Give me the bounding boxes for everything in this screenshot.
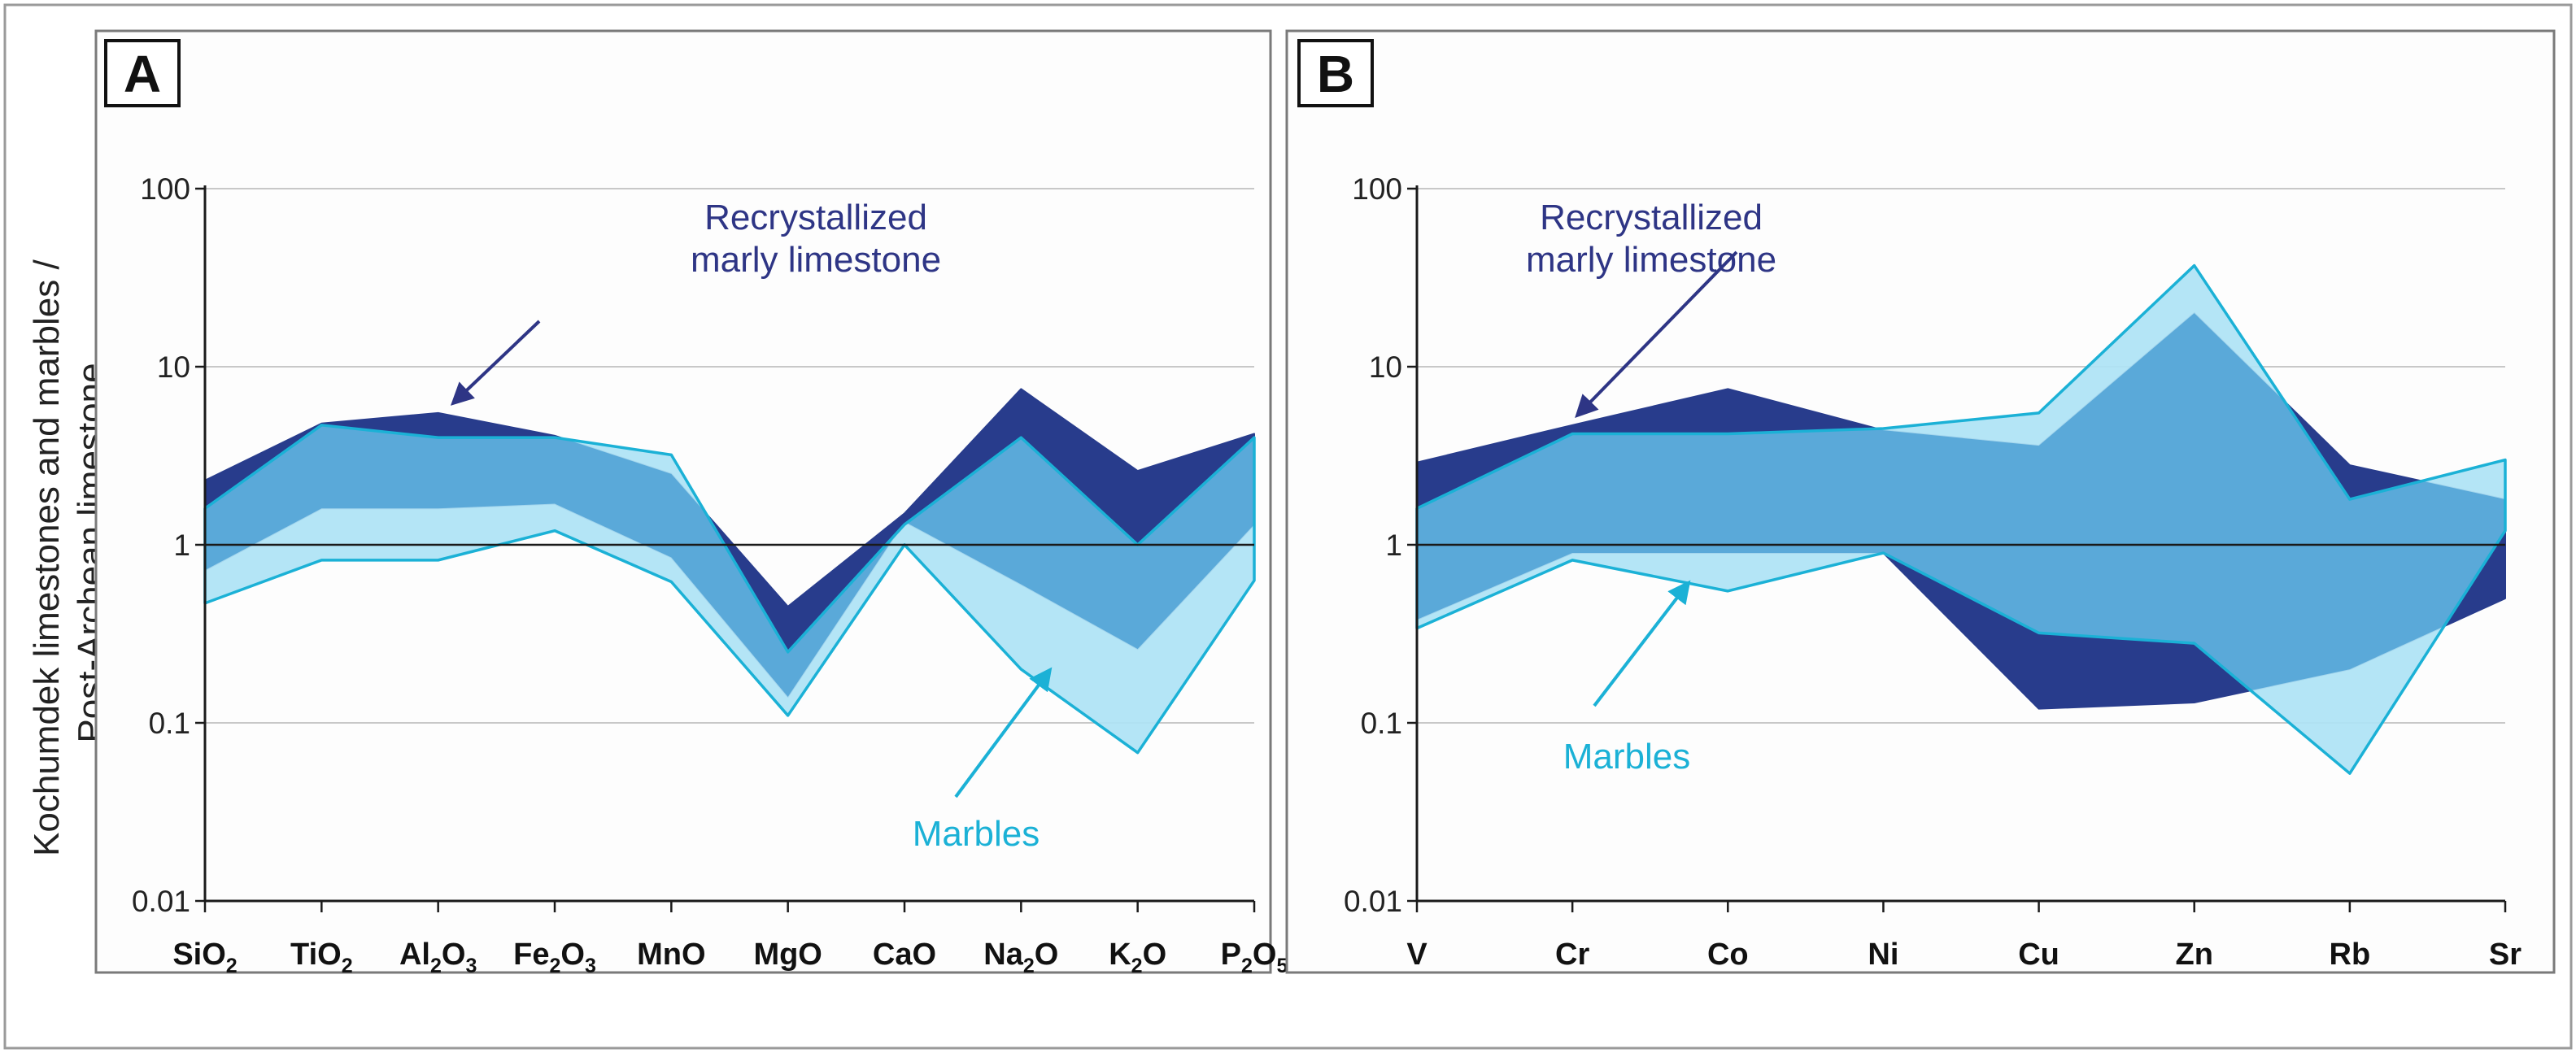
x-tick-label: V [1406, 938, 1427, 972]
x-tick-label-part: Cu [2018, 938, 2059, 972]
x-tick-label-part: Zn [2175, 938, 2212, 972]
y-tick-label: 10 [1369, 350, 1402, 384]
y-axis-label-line1: Kochumdek limestones and marbles / [27, 259, 67, 856]
x-tick-label: Al2O3 [399, 938, 477, 977]
x-tick-label: Rb [2330, 938, 2371, 972]
x-tick-label-part: Ni [1868, 938, 1898, 972]
x-tick-label: SiO2 [172, 938, 237, 977]
y-tick-label: 0.01 [132, 885, 190, 918]
arrow-recrystallized [450, 320, 541, 406]
annotation-line: marly limestone [691, 240, 941, 280]
x-tick-label: TiO2 [290, 938, 353, 977]
annotation-marbles: Marbles [913, 814, 1040, 854]
x-tick-label: P2O5 [1221, 938, 1288, 977]
x-tick-label-part: O [1035, 938, 1059, 972]
x-tick-label: Sr [2489, 938, 2522, 972]
y-tick-label: 100 [140, 172, 190, 206]
x-tick-label: Fe2O3 [513, 938, 596, 977]
x-tick-label-part: TiO [290, 938, 342, 972]
x-tick-label: MnO [637, 938, 705, 972]
area-overlap [1417, 313, 2505, 709]
annotation-line: marly limestone [1526, 240, 1776, 280]
x-tick-label-part: SiO [172, 938, 225, 972]
x-tick-label-subscript: 2 [342, 955, 353, 977]
arrow-recrystallized [1575, 250, 1738, 419]
annotation-line: Recrystallized [1540, 198, 1763, 237]
annotation-marbles: Marbles [1563, 737, 1691, 777]
x-tick-label: Cu [2018, 938, 2059, 972]
annotation-line: Recrystallized [704, 198, 927, 237]
x-tick-label-subscript: 3 [465, 955, 477, 977]
x-tick-label-part: O [560, 938, 585, 972]
annotation-recrystallized: Recrystallized marly limestone [691, 198, 941, 280]
x-tick-label-part: O [442, 938, 466, 972]
annotation-line: Marbles [913, 814, 1040, 854]
x-tick-label: MgO [753, 938, 822, 972]
x-tick-label: CaO [873, 938, 936, 972]
y-tick-label: 0.1 [149, 707, 190, 740]
x-tick-label-part: Na [983, 938, 1023, 972]
area-overlap [205, 424, 1254, 697]
x-tick-label-part: K [1109, 938, 1131, 972]
annotation-recrystallized: Recrystallized marly limestone [1526, 198, 1776, 280]
x-tick-label-subscript: 2 [1241, 955, 1253, 977]
x-tick-label-subscript: 2 [549, 955, 560, 977]
x-tick-label-part: MnO [637, 938, 705, 972]
annotation-line: Marbles [1563, 737, 1691, 777]
x-tick-label-part: Al [399, 938, 430, 972]
arrow-marbles [1593, 580, 1691, 707]
panel-label-box [1297, 39, 1374, 107]
x-tick-label-part: P [1221, 938, 1241, 972]
x-tick-label-part: MgO [753, 938, 822, 972]
y-tick-label: 0.1 [1361, 707, 1402, 740]
panel-label-box [104, 39, 181, 107]
y-tick-label: 1 [1385, 529, 1402, 562]
x-tick-label-subscript: 5 [1276, 955, 1288, 977]
area-marbles-outline [203, 424, 1256, 755]
x-tick-label: Na2O [983, 938, 1058, 977]
y-tick-label: 10 [157, 350, 190, 384]
x-tick-label-subscript: 2 [430, 955, 442, 977]
x-tick-label-part: O [1253, 938, 1277, 972]
x-tick-label-part: Rb [2330, 938, 2371, 972]
y-tick-label: 100 [1352, 172, 1402, 206]
x-tick-label: Cr [1555, 938, 1589, 972]
x-tick-label-part: Sr [2489, 938, 2522, 972]
x-tick-label-subscript: 3 [585, 955, 596, 977]
panel-label: A [124, 45, 161, 103]
x-tick-label-subscript: 2 [226, 955, 238, 977]
x-tick-label-part: Fe [513, 938, 549, 972]
y-tick-label: 1 [173, 529, 190, 562]
x-tick-label-part: Cr [1555, 938, 1589, 972]
x-tick-label-part: V [1406, 938, 1427, 972]
y-tick-label: 0.01 [1344, 885, 1402, 918]
panel-label: B [1317, 45, 1354, 103]
arrow-marbles [954, 667, 1053, 798]
panel-b: B 100 10 1 0.1 0.01V Cr Co Ni Cu Zn Rb Sr Recrystalli… [1285, 29, 2556, 974]
x-tick-label: K2O [1109, 938, 1166, 977]
x-tick-label: Co [1707, 938, 1749, 972]
x-tick-label: Zn [2175, 938, 2212, 972]
x-tick-label-subscript: 2 [1023, 955, 1035, 977]
x-tick-label-part: O [1143, 938, 1167, 972]
x-tick-label-part: CaO [873, 938, 936, 972]
x-tick-label-subscript: 2 [1131, 955, 1143, 977]
x-tick-label-part: Co [1707, 938, 1749, 972]
x-tick-label: Ni [1868, 938, 1898, 972]
